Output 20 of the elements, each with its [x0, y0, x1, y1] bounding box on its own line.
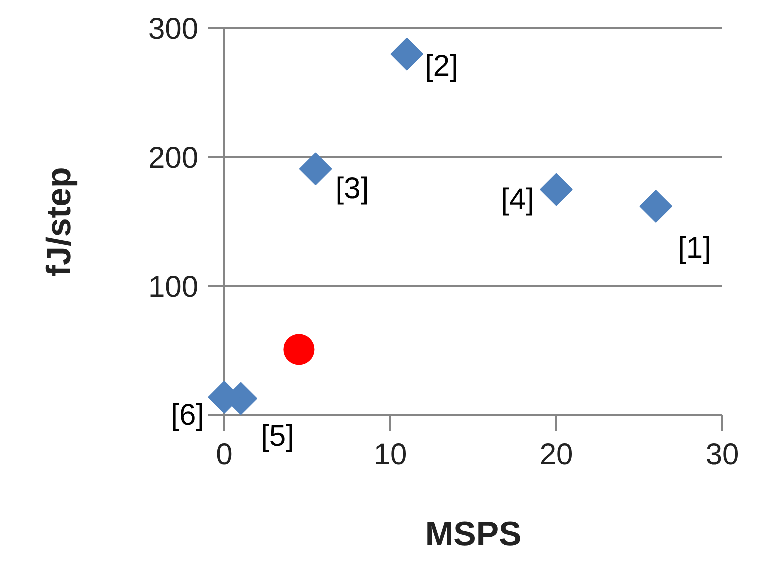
point — [540, 173, 573, 206]
x-tick-label: 30 — [706, 438, 740, 472]
x-tick-label: 0 — [216, 438, 233, 472]
annotation: [5] — [261, 420, 294, 454]
point — [284, 334, 315, 366]
point — [640, 190, 673, 223]
y-tick-label: 300 — [148, 13, 199, 46]
annotation: [6] — [171, 398, 205, 432]
x-tick-label: 10 — [374, 438, 408, 472]
point — [299, 152, 332, 186]
point — [390, 38, 424, 71]
annotation: [3] — [336, 172, 370, 206]
y-tick-label: 100 — [148, 271, 199, 304]
annotation: [1] — [678, 232, 712, 266]
x-tick-label: 20 — [540, 438, 574, 472]
x-axis-title: MSPS — [425, 516, 522, 554]
y-tick-label: 200 — [148, 142, 199, 175]
y-axis-title: fJ/step — [40, 167, 78, 277]
annotation: [2] — [425, 50, 458, 83]
annotation: [4] — [501, 183, 535, 216]
